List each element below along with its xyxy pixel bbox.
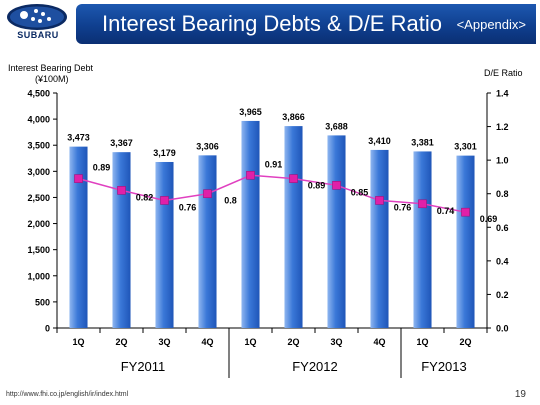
footer-url[interactable]: http://www.fhi.co.jp/english/ir/index.ht… [6, 391, 129, 398]
right-axis-tick-label: 1.2 [496, 122, 509, 132]
debt-bar [370, 149, 389, 328]
category-label: 1Q [72, 337, 84, 347]
left-axis-tick-label: 1,500 [27, 245, 50, 255]
debt-bar [69, 146, 88, 328]
left-axis-tick-label: 500 [35, 297, 50, 307]
de-ratio-value-label: 0.89 [308, 181, 326, 191]
left-axis-tick-label: 4,500 [27, 89, 50, 99]
logo-wordmark: SUBARU [17, 30, 59, 40]
de-ratio-marker [246, 170, 255, 180]
left-axis-tick-label: 1,000 [27, 271, 50, 281]
debt-bar-value-label: 3,965 [239, 107, 262, 117]
debt-bar [456, 155, 475, 328]
left-axis-label-line2: (¥100M) [35, 74, 69, 84]
de-ratio-value-label: 0.8 [224, 196, 237, 206]
debt-bar [327, 135, 346, 328]
subaru-emblem-icon [7, 4, 67, 30]
de-ratio-marker [117, 186, 126, 195]
de-ratio-value-label: 0.82 [136, 192, 154, 202]
debt-de-ratio-chart: Interest Bearing Debt (¥100M) D/E Ratio … [8, 63, 523, 378]
category-label: 4Q [201, 337, 213, 347]
de-ratio-marker [418, 199, 427, 209]
debt-bar-value-label: 3,410 [368, 136, 391, 146]
debt-bar [241, 120, 260, 328]
page-title: Interest Bearing Debts & D/E Ratio [102, 11, 442, 36]
debt-bar-value-label: 3,688 [325, 121, 348, 131]
de-ratio-marker [461, 207, 470, 217]
de-ratio-marker [332, 181, 341, 190]
left-axis-tick-label: 3,500 [27, 141, 50, 151]
page-subtitle: <Appendix> [456, 17, 526, 32]
de-ratio-value-label: 0.69 [480, 214, 498, 224]
de-ratio-line [78, 174, 466, 213]
left-axis-tick-label: 2,500 [27, 193, 50, 203]
plot-area: 0 500 1,000 1,500 2,000 2,500 3,000 3,500 4,000 4… [27, 89, 509, 378]
right-axis-tick-label: 0.4 [496, 256, 509, 266]
de-ratio-value-label: 0.74 [437, 206, 455, 216]
right-axis-tick-label: 0.2 [496, 290, 509, 300]
de-ratio-value-label: 0.85 [351, 187, 369, 197]
de-ratio-value-label: 0.91 [265, 159, 283, 169]
de-ratio-marker [203, 189, 212, 199]
debt-bar-value-label: 3,381 [411, 137, 434, 147]
right-axis-tick-label: 1.4 [496, 89, 509, 99]
group-label: FY2011 [121, 359, 166, 374]
debt-bar [284, 126, 303, 328]
debt-bar-value-label: 3,179 [153, 148, 176, 158]
debt-bar-value-label: 3,367 [110, 138, 133, 148]
left-axis-tick-label: 2,000 [27, 219, 50, 229]
debt-bar [198, 155, 217, 328]
left-axis-tick-label: 0 [45, 324, 50, 334]
category-label: 1Q [416, 337, 428, 347]
category-label: 1Q [244, 337, 256, 347]
debt-bar [155, 161, 174, 328]
debt-bar-value-label: 3,301 [454, 142, 477, 152]
subaru-logo: SUBARU [2, 2, 72, 44]
de-ratio-value-label: 0.76 [394, 202, 412, 212]
de-ratio-marker [289, 174, 298, 183]
debt-bar-value-label: 3,866 [282, 112, 305, 122]
left-axis-tick-label: 3,000 [27, 167, 50, 177]
de-ratio-marker [74, 174, 83, 183]
left-axis-label-line1: Interest Bearing Debt [8, 63, 94, 73]
right-axis-tick-label: 0.0 [496, 324, 509, 334]
title-bar: Interest Bearing Debts & D/E Ratio <Appe… [76, 4, 536, 44]
right-axis-tick-label: 0.8 [496, 189, 509, 199]
page-number: 19 [514, 389, 526, 400]
category-label: 3Q [158, 337, 170, 347]
debt-bar-value-label: 3,306 [196, 141, 219, 151]
debt-bar [112, 152, 131, 328]
de-ratio-marker [375, 196, 384, 205]
de-ratio-value-label: 0.89 [93, 163, 111, 173]
debt-bar-value-label: 3,473 [67, 133, 90, 143]
right-axis-label: D/E Ratio [484, 68, 523, 78]
category-label: 2Q [459, 337, 471, 347]
category-label: 2Q [287, 337, 299, 347]
de-ratio-value-label: 0.76 [179, 202, 197, 212]
group-label: FY2012 [292, 359, 338, 374]
right-axis-tick-label: 1.0 [496, 156, 509, 166]
left-axis-tick-label: 4,000 [27, 115, 50, 125]
group-label: FY2013 [421, 359, 467, 374]
debt-bar [413, 151, 432, 328]
de-ratio-marker [160, 196, 169, 205]
category-label: 3Q [330, 337, 342, 347]
category-label: 2Q [115, 337, 127, 347]
category-label: 4Q [373, 337, 385, 347]
slide-header: SUBARU Interest Bearing Debts & D/E Rati… [0, 0, 540, 48]
right-axis-tick-label: 0.6 [496, 223, 509, 233]
